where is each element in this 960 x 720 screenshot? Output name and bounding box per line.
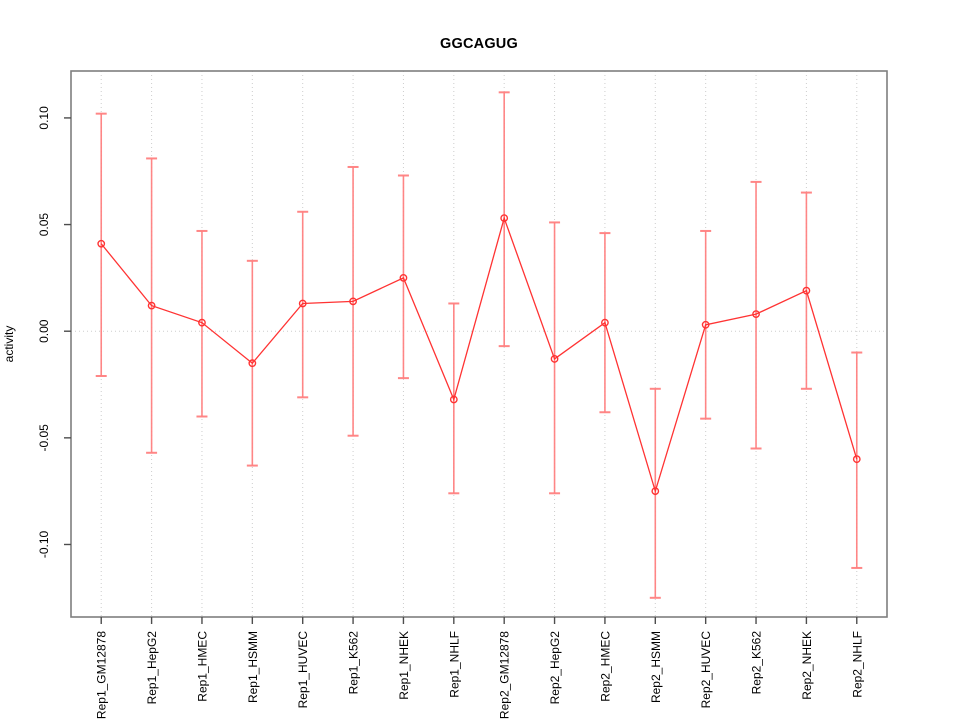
- x-tick-label: Rep1_K562: [347, 631, 361, 695]
- x-tick-label: Rep1_HUVEC: [296, 631, 310, 709]
- data-point: [752, 310, 760, 319]
- series-line: [100, 216, 858, 494]
- data-point: [198, 318, 206, 327]
- x-tick-label: Rep1_GM12878: [95, 631, 109, 719]
- plot-border: [70, 70, 888, 618]
- data-point: [550, 355, 559, 363]
- x-tick-label: Rep1_HMEC: [195, 631, 209, 702]
- data-point: [248, 359, 257, 368]
- x-tick-label: Rep2_HMEC: [598, 631, 612, 702]
- y-tick-label: 0.00: [37, 319, 51, 343]
- data-point: [852, 455, 861, 464]
- x-tick-label: Rep2_GM12878: [498, 631, 512, 719]
- x-tick-label: Rep1_HepG2: [145, 631, 159, 705]
- x-tick-label: Rep2_K562: [750, 631, 764, 695]
- data-point: [449, 395, 458, 404]
- data-point: [802, 286, 811, 295]
- data-point: [500, 214, 509, 223]
- x-tick-label: Rep2_HSMM: [649, 631, 663, 703]
- x-tick-label: Rep2_HUVEC: [699, 631, 713, 709]
- data-point: [399, 273, 408, 282]
- x-tick-label: Rep2_NHLF: [850, 631, 864, 698]
- y-tick-label: 0.05: [37, 213, 51, 237]
- x-tick-label: Rep2_HepG2: [548, 631, 562, 705]
- data-point: [147, 301, 156, 310]
- y-tick-label: -0.10: [37, 530, 51, 558]
- data-point: [701, 320, 710, 329]
- y-tick-label: 0.10: [37, 106, 51, 130]
- data-point: [349, 297, 357, 306]
- x-tick-label: Rep1_NHEK: [397, 631, 411, 700]
- x-tick-label: Rep1_HSMM: [246, 631, 260, 703]
- x-tick-label: Rep1_NHLF: [447, 631, 461, 698]
- y-tick-label: -0.05: [37, 424, 51, 452]
- data-point: [298, 299, 307, 308]
- data-point: [601, 318, 609, 327]
- data-point: [97, 239, 106, 248]
- x-tick-label: Rep2_NHEK: [800, 631, 814, 700]
- data-point: [651, 487, 660, 496]
- chart-title: GGCAGUG: [440, 36, 518, 52]
